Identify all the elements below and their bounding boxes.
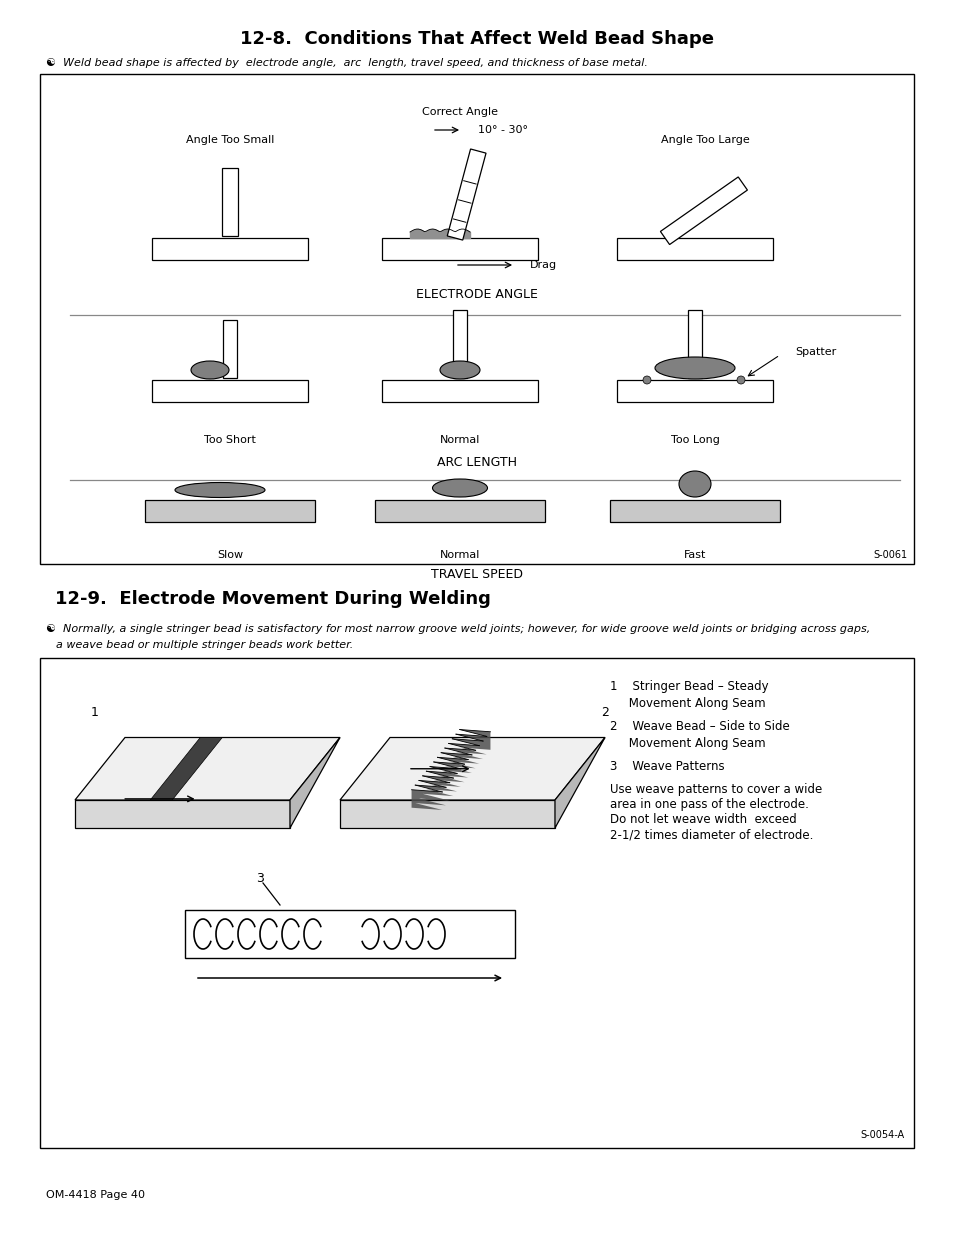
Text: 3    Weave Patterns: 3 Weave Patterns (609, 760, 724, 773)
Text: 12-9.  Electrode Movement During Welding: 12-9. Electrode Movement During Welding (55, 590, 491, 608)
Polygon shape (290, 737, 339, 827)
Text: S-0054-A: S-0054-A (860, 1130, 904, 1140)
Polygon shape (75, 737, 339, 800)
Text: OM-4418 Page 40: OM-4418 Page 40 (46, 1191, 145, 1200)
Text: ELECTRODE ANGLE: ELECTRODE ANGLE (416, 289, 537, 301)
Ellipse shape (432, 479, 487, 496)
Text: S-0061: S-0061 (873, 550, 907, 559)
Text: 3: 3 (255, 872, 264, 884)
Polygon shape (150, 737, 222, 800)
Bar (453, 310, 467, 378)
Bar (687, 310, 701, 378)
Text: ARC LENGTH: ARC LENGTH (436, 457, 517, 469)
Bar (381, 238, 537, 261)
Text: 2-1/2 times diameter of electrode.: 2-1/2 times diameter of electrode. (609, 827, 813, 841)
Bar (145, 500, 314, 522)
Ellipse shape (191, 361, 229, 379)
Text: 12-8.  Conditions That Affect Weld Bead Shape: 12-8. Conditions That Affect Weld Bead S… (240, 30, 713, 48)
Circle shape (642, 375, 650, 384)
Bar (375, 500, 544, 522)
Text: Fast: Fast (683, 550, 705, 559)
Text: Use weave patterns to cover a wide: Use weave patterns to cover a wide (609, 783, 821, 797)
Polygon shape (659, 177, 746, 245)
Bar (40, 74, 913, 564)
Ellipse shape (655, 357, 734, 379)
Bar (185, 910, 515, 958)
Bar (222, 168, 237, 236)
Polygon shape (339, 800, 555, 827)
Text: Too Short: Too Short (204, 435, 255, 445)
Text: 1: 1 (91, 706, 99, 719)
Bar (617, 238, 772, 261)
Text: 1    Stringer Bead – Steady: 1 Stringer Bead – Steady (609, 680, 768, 693)
Text: Too Long: Too Long (670, 435, 719, 445)
Text: Angle Too Small: Angle Too Small (186, 135, 274, 144)
Text: Correct Angle: Correct Angle (421, 107, 497, 117)
Text: area in one pass of the electrode.: area in one pass of the electrode. (609, 798, 808, 811)
Text: Angle Too Large: Angle Too Large (659, 135, 749, 144)
Text: 2: 2 (600, 706, 608, 719)
Polygon shape (447, 149, 485, 240)
Polygon shape (411, 730, 490, 810)
Bar (152, 238, 308, 261)
Bar (609, 500, 780, 522)
Bar (381, 380, 537, 403)
Polygon shape (555, 737, 604, 827)
Text: a weave bead or multiple stringer beads work better.: a weave bead or multiple stringer beads … (56, 640, 353, 650)
Text: Movement Along Seam: Movement Along Seam (609, 697, 765, 710)
Ellipse shape (439, 361, 479, 379)
Bar (617, 380, 772, 403)
Circle shape (737, 375, 744, 384)
Text: Do not let weave width  exceed: Do not let weave width exceed (609, 813, 796, 826)
Polygon shape (339, 737, 604, 800)
Text: 10° - 30°: 10° - 30° (477, 125, 527, 135)
Ellipse shape (174, 483, 265, 498)
Text: ☯  Normally, a single stringer bead is satisfactory for most narrow groove weld : ☯ Normally, a single stringer bead is sa… (46, 624, 869, 634)
Bar (40, 658, 913, 1149)
Text: Movement Along Seam: Movement Along Seam (609, 737, 765, 750)
Text: TRAVEL SPEED: TRAVEL SPEED (431, 568, 522, 582)
Text: Slow: Slow (216, 550, 243, 559)
Text: Normal: Normal (439, 550, 479, 559)
Bar (223, 320, 236, 378)
Text: Normal: Normal (439, 435, 479, 445)
Polygon shape (75, 800, 290, 827)
Text: 2    Weave Bead – Side to Side: 2 Weave Bead – Side to Side (609, 720, 789, 734)
Text: Drag: Drag (530, 261, 557, 270)
Text: Spatter: Spatter (794, 347, 836, 357)
Bar (152, 380, 308, 403)
Text: ☯  Weld bead shape is affected by  electrode angle,  arc  length, travel speed, : ☯ Weld bead shape is affected by electro… (46, 58, 647, 68)
Ellipse shape (679, 471, 710, 496)
